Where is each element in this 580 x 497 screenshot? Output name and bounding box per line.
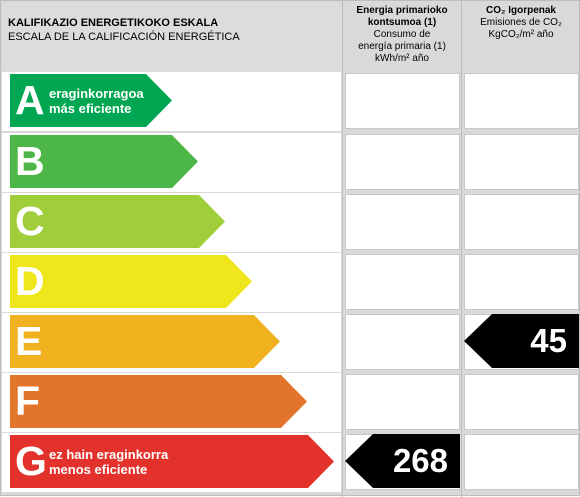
scale-title-basque: KALIFIKAZIO ENERGETIKOKO ESKALA [8,17,219,29]
co2-result-badge: 45 [464,314,579,368]
rating-letter: E [15,318,43,364]
co2-result-value: 45 [530,322,567,359]
co2-column-header: CO₂ Igorpenak Emisiones de CO₂ KgCO₂/m² … [463,2,579,71]
energy-cell-e [345,314,460,370]
rating-caption: ez hain eraginkorra menos eficiente [49,447,168,477]
energy-cell-c [345,194,460,250]
rating-row-c: C [2,193,341,252]
energy-cell-g: 268 [345,434,460,490]
rating-arrow-a [10,74,172,127]
rating-arrow-d [10,255,252,308]
energy-header-line5: kWh/m² año [375,53,429,64]
rating-caption-basque: ez hain eraginkorra [49,447,169,462]
rating-arrow-g [10,435,334,488]
rating-row-d: D [2,253,341,312]
energy-cell-f [345,374,460,430]
rating-caption-spanish: menos eficiente [49,462,148,477]
rating-letter: F [15,378,41,424]
rating-row-e: E [2,313,341,372]
co2-header-line1: CO₂ Igorpenak [485,5,556,16]
rating-row-b: B [2,133,341,192]
co2-cell-b [464,134,579,190]
energy-cell-d [345,254,460,310]
co2-cell-d [464,254,579,310]
rating-letter: B [15,138,45,184]
rating-row-f: F [2,373,341,432]
scale-title-spanish: ESCALA DE LA CALIFICACIÓN ENERGÉTICA [8,31,240,43]
rating-arrow-c [10,195,225,248]
rating-arrow-f [10,375,307,428]
energy-cell-a [345,73,460,129]
rating-caption: eraginkorragoa más eficiente [49,86,144,116]
energy-cell-b [345,134,460,190]
co2-cell-e: 45 [464,314,579,370]
scale-header: KALIFIKAZIO ENERGETIKOKO ESKALA ESCALA D… [2,2,341,71]
co2-header-line3: KgCO₂/m² año [488,29,554,40]
rating-letter: G [15,438,47,484]
energy-header-line4: energía primaria (1) [358,41,446,52]
energy-header-line3: Consumo de [373,29,431,40]
co2-cell-f [464,374,579,430]
co2-cell-g [464,434,579,490]
rating-arrow-b [10,135,198,188]
energy-result-badge: 268 [345,434,460,488]
rating-letter: C [15,198,45,244]
column-divider [342,1,343,497]
energy-column-header: Energia primarioko kontsumoa (1) Consumo… [344,2,460,71]
rating-caption-basque: eraginkorragoa [49,86,144,101]
energy-result-value: 268 [392,442,448,479]
co2-cell-a [464,73,579,129]
column-divider [461,1,462,497]
rating-letter: D [15,258,45,304]
rating-caption-spanish: más eficiente [49,101,132,116]
co2-cell-c [464,194,579,250]
co2-header-line2: Emisiones de CO₂ [480,17,562,28]
energy-header-line1: Energia primarioko [356,5,448,16]
energy-header-line2: kontsumoa (1) [367,17,437,28]
rating-arrow-e [10,315,280,368]
rating-letter: A [15,77,45,123]
